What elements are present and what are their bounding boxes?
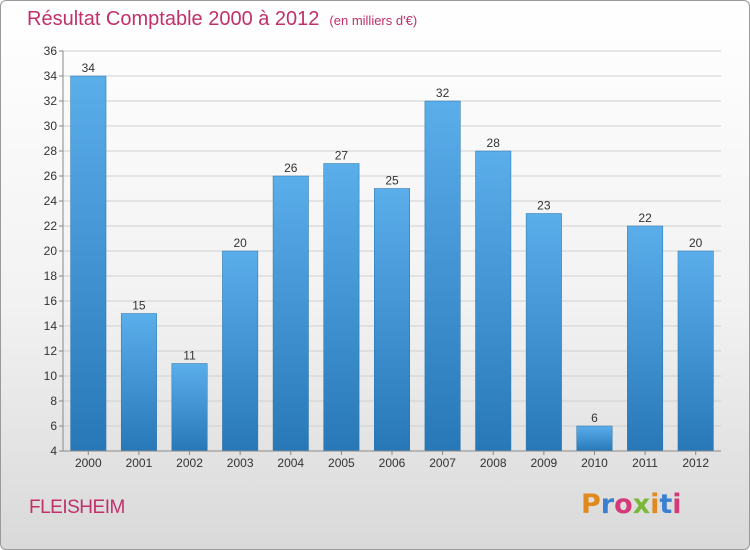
y-tick-label: 4	[50, 444, 57, 458]
axes	[59, 50, 721, 455]
y-tick-label: 12	[44, 344, 58, 358]
value-label: 20	[689, 236, 703, 250]
bar	[222, 250, 259, 452]
y-tick-label: 32	[44, 94, 58, 108]
bars	[70, 75, 714, 452]
y-tick-label: 8	[50, 394, 57, 408]
x-tick-label: 2005	[328, 456, 355, 470]
y-tick-label: 30	[44, 119, 58, 133]
y-tick-label: 10	[44, 369, 58, 383]
bar	[475, 150, 512, 452]
y-tick-label: 6	[50, 419, 57, 433]
value-label: 15	[132, 299, 146, 313]
value-label: 28	[487, 136, 501, 150]
x-tick-label: 2007	[429, 456, 456, 470]
bar	[627, 225, 664, 452]
city-name: FLEISHEIM	[29, 497, 125, 518]
logo-letter: i	[650, 489, 660, 520]
x-tick-label: 2003	[227, 456, 254, 470]
value-label: 22	[638, 211, 652, 225]
logo-letter: r	[600, 489, 615, 520]
y-tick-label: 16	[44, 294, 58, 308]
y-tick-label: 22	[44, 219, 58, 233]
bar	[576, 425, 613, 452]
y-tick-label: 34	[44, 69, 58, 83]
logo-letter: t	[659, 489, 673, 520]
value-label: 27	[335, 149, 349, 163]
value-label: 6	[591, 411, 598, 425]
value-label: 20	[233, 236, 247, 250]
bar	[70, 75, 107, 452]
labels: 4 6 8 10 12 14 16 18 20 22 24 26 28 30 32 34 36 34 2000 15 2…	[44, 44, 710, 470]
bar	[525, 213, 562, 452]
logo-letter: x	[632, 489, 651, 520]
bar	[171, 363, 208, 452]
y-tick-label: 24	[44, 194, 58, 208]
value-label: 26	[284, 161, 298, 175]
x-tick-label: 2004	[277, 456, 304, 470]
logo-letter: o	[614, 489, 633, 520]
x-tick-label: 2011	[632, 456, 658, 470]
value-label: 23	[537, 199, 551, 213]
bar	[120, 313, 157, 452]
y-tick-label: 18	[44, 269, 58, 283]
value-label: 34	[82, 61, 96, 75]
y-tick-label: 20	[44, 244, 58, 258]
y-tick-label: 14	[44, 319, 58, 333]
x-tick-label: 2009	[530, 456, 557, 470]
x-tick-label: 2001	[126, 456, 153, 470]
y-tick-label: 28	[44, 144, 58, 158]
y-tick-label: 36	[44, 44, 58, 58]
bar	[323, 163, 360, 452]
value-label: 11	[183, 349, 196, 363]
y-tick-label: 26	[44, 169, 58, 183]
value-label: 32	[436, 86, 450, 100]
x-tick-label: 2000	[75, 456, 102, 470]
bar	[374, 188, 410, 452]
x-tick-label: 2010	[581, 456, 608, 470]
chart-title-text: Résultat Comptable 2000 à 2012	[27, 8, 320, 30]
value-label: 25	[385, 174, 399, 188]
x-tick-label: 2006	[379, 456, 406, 470]
x-tick-label: 2008	[480, 456, 507, 470]
logo-letter: i	[672, 489, 682, 520]
chart-title: Résultat Comptable 2000 à 2012 (en millie…	[27, 8, 417, 31]
proxiti-logo: Proxiti	[581, 489, 682, 520]
logo-letter: P	[581, 489, 601, 520]
bar	[424, 100, 461, 452]
x-tick-label: 2002	[176, 456, 203, 470]
bar	[677, 250, 714, 452]
x-tick-label: 2012	[682, 456, 709, 470]
chart-subtitle: (en milliers d'€)	[329, 13, 418, 28]
bar	[272, 175, 309, 452]
